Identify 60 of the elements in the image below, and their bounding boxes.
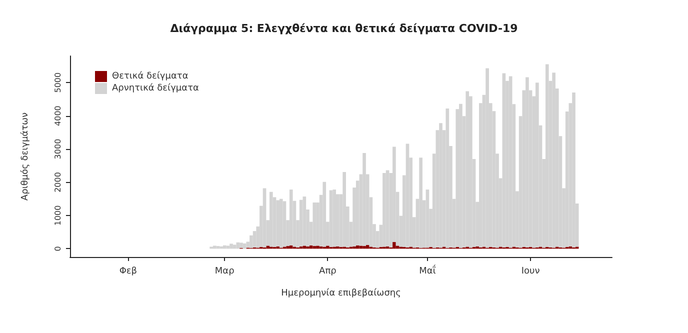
y-tick-label: 1000 (54, 205, 62, 226)
bar (342, 172, 346, 247)
x-tick-label: Ιουν (521, 266, 540, 276)
y-tick-label: 4000 (54, 106, 62, 126)
bar (426, 190, 430, 248)
y-tick-label: 2000 (54, 172, 62, 192)
bar (306, 246, 310, 249)
y-axis-title: Αριθμός δειγμάτων (20, 112, 30, 201)
bar (419, 158, 422, 248)
bar (502, 73, 506, 248)
x-tick-label: Μαΐ (419, 264, 436, 276)
x-tick-label: Απρ (319, 266, 337, 276)
bar (326, 246, 330, 249)
chart-title: Διάγραμμα 5: Ελεγχθέντα και θετικά δείγματα COVID-19 (170, 22, 518, 35)
bar (446, 108, 450, 248)
bar (362, 153, 366, 246)
x-tick-label: Φεβ (119, 266, 138, 276)
bar (282, 201, 286, 247)
bar (312, 246, 316, 249)
bar (220, 246, 223, 249)
bar (476, 246, 479, 249)
bar (270, 192, 273, 247)
bar (266, 246, 270, 249)
bar (362, 246, 366, 249)
y-tick-label: 0 (54, 246, 62, 252)
bar (359, 246, 363, 249)
bar (366, 245, 370, 249)
bar (322, 182, 326, 247)
bar (212, 246, 216, 249)
bar (312, 202, 316, 246)
y-tick-label: 5000 (54, 72, 62, 93)
bar (329, 190, 333, 248)
bar (250, 235, 253, 248)
bar (286, 246, 290, 249)
bar (276, 246, 280, 249)
bar (396, 246, 400, 249)
y-tick-label: 3000 (54, 138, 62, 160)
legend-label: Αρνητικά δείγματα (112, 82, 199, 94)
bar (536, 82, 539, 248)
bar (289, 190, 293, 246)
bar (289, 245, 293, 249)
bar (406, 144, 410, 248)
bar (392, 242, 396, 249)
bar (299, 200, 303, 246)
bar (226, 246, 230, 249)
bar (302, 246, 306, 249)
bar (316, 246, 320, 249)
bar (382, 172, 386, 247)
bar (336, 246, 340, 249)
bar (299, 246, 303, 249)
bar (572, 92, 576, 248)
bar (262, 188, 266, 248)
bar (302, 196, 306, 246)
bar (352, 246, 356, 249)
legend-label: Θετικά δείγματα (112, 70, 188, 82)
x-tick-label: Μαρ (214, 266, 235, 276)
bar (356, 245, 360, 249)
bar (222, 245, 226, 249)
x-axis-title: Ημερομηνία επιβεβαίωσης (281, 288, 401, 298)
bar (545, 64, 549, 248)
